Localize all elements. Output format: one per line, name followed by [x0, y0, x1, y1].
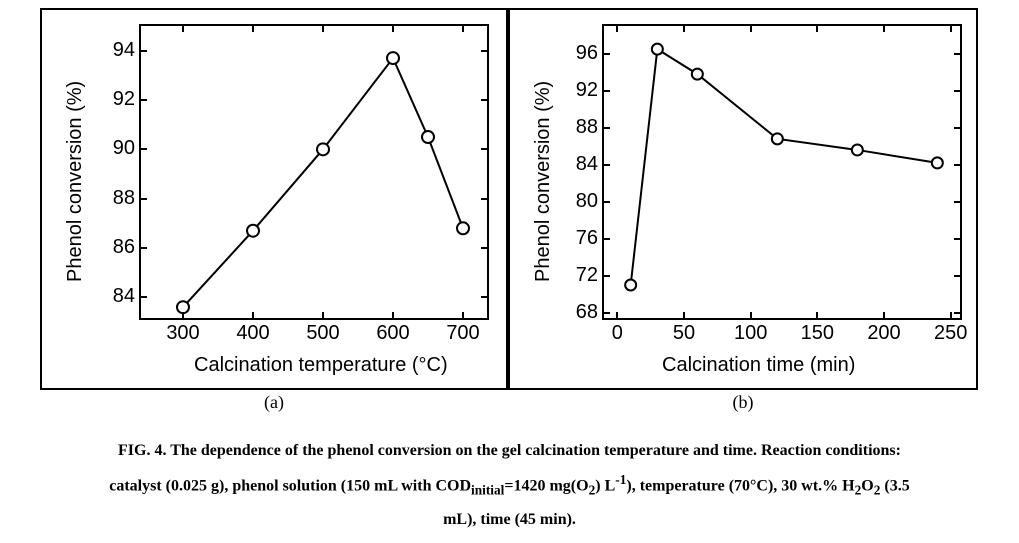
caption-line2c: ) L	[595, 477, 615, 494]
ytick-label: 96	[576, 42, 604, 65]
ytick-label: 86	[113, 236, 141, 259]
figure-caption: FIG. 4. The dependence of the phenol con…	[40, 435, 979, 536]
panels-row: 848688909294300400500600700 Phenol conve…	[40, 8, 979, 413]
panel-b: 6872768084889296050100150200250 Phenol c…	[508, 8, 978, 413]
xtick-label: 150	[801, 318, 834, 345]
ytick-label: 68	[576, 301, 604, 324]
xtick-label: 250	[934, 318, 967, 345]
ytick-label: 80	[576, 190, 604, 213]
xtick-label: 400	[236, 318, 269, 345]
caption-line2b: =1420 mg(O	[504, 477, 588, 494]
caption-line2f: (3.5	[880, 477, 909, 494]
panel-b-sublabel: (b)	[508, 392, 978, 413]
ytick-label: 90	[113, 137, 141, 160]
caption-prefix: FIG. 4.	[118, 442, 170, 459]
ytick-label: 88	[576, 116, 604, 139]
caption-sup-neg1: -1	[615, 472, 626, 487]
panel-a-xlabel: Calcination temperature (°C)	[194, 354, 448, 377]
caption-line1: The dependence of the phenol conversion …	[170, 442, 901, 459]
panel-a-plot-area: 848688909294300400500600700	[139, 24, 489, 320]
xtick-label: 600	[376, 318, 409, 345]
panel-b-ylabel: Phenol conversion (%)	[532, 81, 555, 282]
panel-a-sublabel: (a)	[40, 392, 508, 413]
caption-line2e: O	[861, 477, 873, 494]
caption-line2d: ), temperature (70°C), 30 wt.% H	[626, 477, 854, 494]
figure-container: 848688909294300400500600700 Phenol conve…	[0, 0, 1019, 536]
caption-line3: mL), time (45 min).	[443, 511, 576, 528]
xtick-label: 300	[166, 318, 199, 345]
caption-line2a: catalyst (0.025 g), phenol solution (150…	[109, 477, 471, 494]
xtick-label: 100	[734, 318, 767, 345]
ytick-label: 84	[576, 153, 604, 176]
ytick-label: 92	[113, 88, 141, 111]
caption-sub-initial: initial	[471, 483, 504, 498]
panel-b-frame: 6872768084889296050100150200250 Phenol c…	[508, 8, 978, 390]
ytick-label: 84	[113, 285, 141, 308]
panel-b-plot-area: 6872768084889296050100150200250	[602, 24, 962, 320]
ytick-label: 76	[576, 227, 604, 250]
panel-b-xlabel: Calcination time (min)	[662, 354, 855, 377]
ytick-label: 94	[113, 39, 141, 62]
panel-a: 848688909294300400500600700 Phenol conve…	[40, 8, 508, 413]
panel-a-ylabel: Phenol conversion (%)	[64, 81, 87, 282]
ytick-label: 72	[576, 264, 604, 287]
xtick-label: 50	[673, 318, 695, 345]
ytick-label: 92	[576, 79, 604, 102]
panel-a-series	[141, 26, 487, 318]
xtick-label: 700	[446, 318, 479, 345]
xtick-label: 200	[867, 318, 900, 345]
panel-a-frame: 848688909294300400500600700 Phenol conve…	[40, 8, 508, 390]
xtick-label: 0	[612, 318, 623, 345]
xtick-label: 500	[306, 318, 339, 345]
ytick-label: 88	[113, 187, 141, 210]
panel-b-series	[604, 26, 960, 318]
